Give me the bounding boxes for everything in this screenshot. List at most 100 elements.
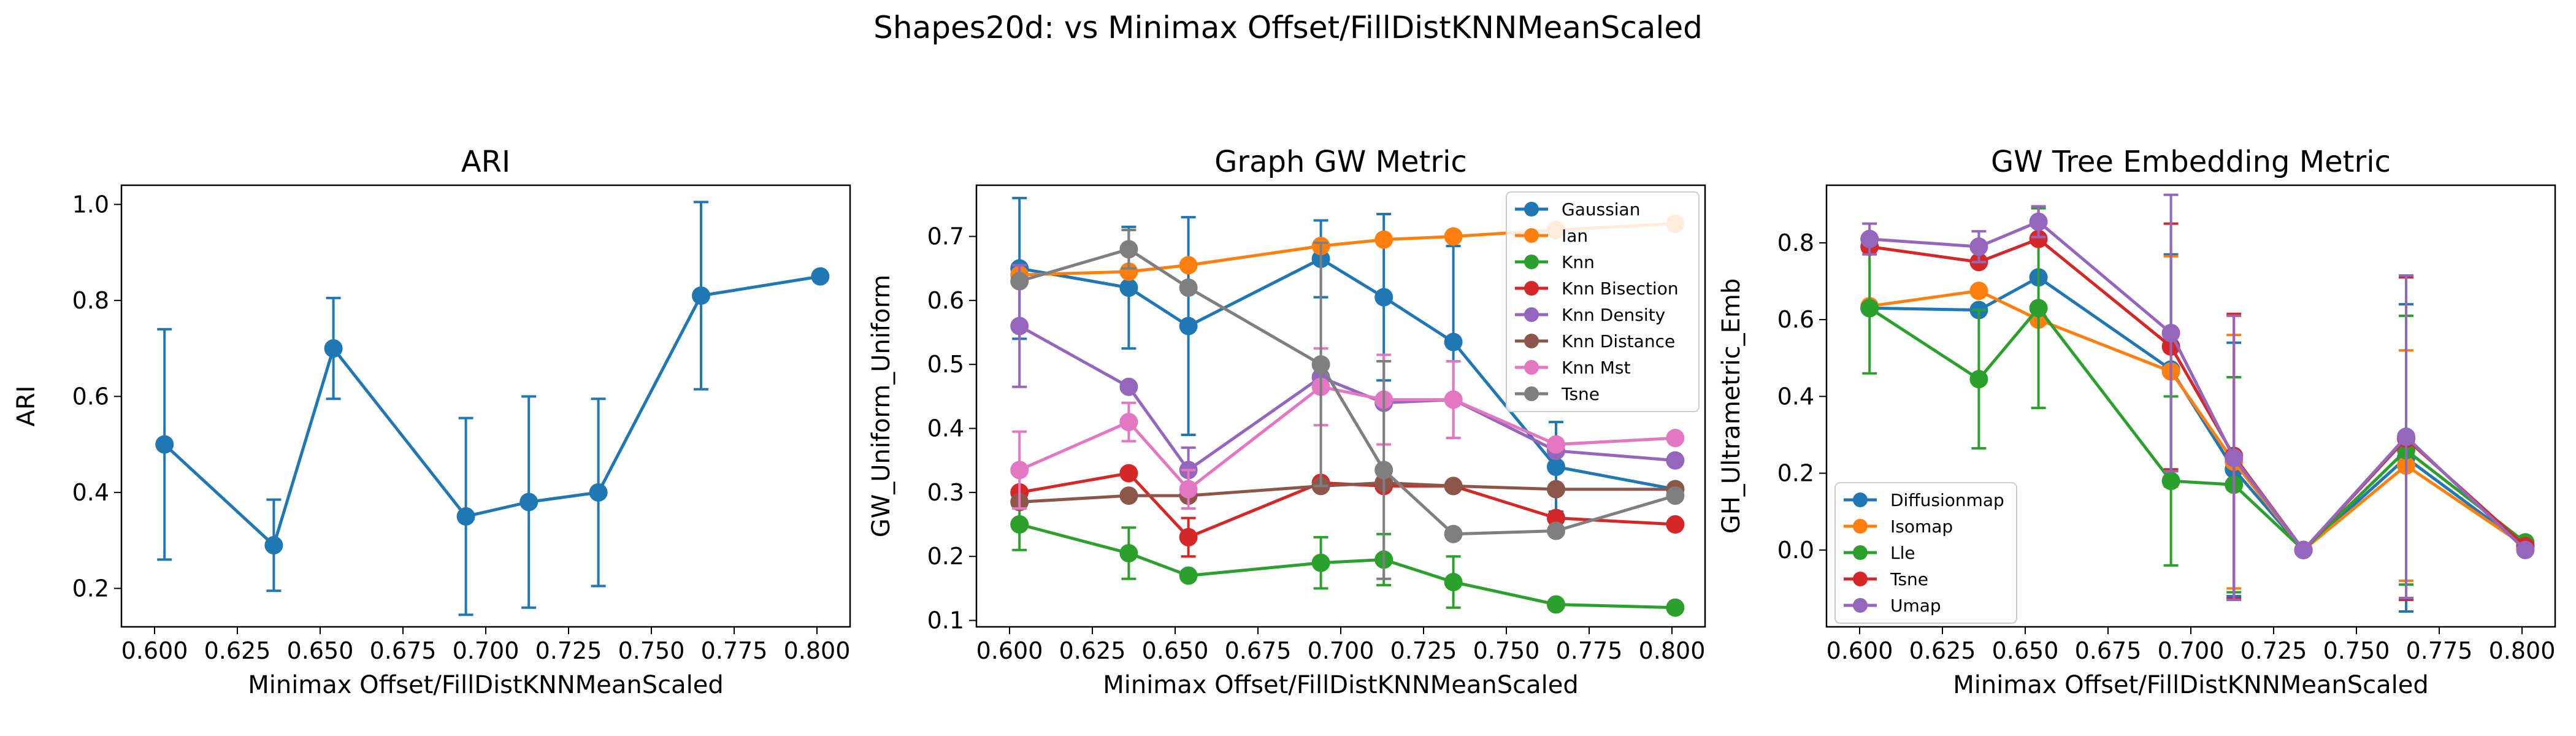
legend-label: Knn [1562, 252, 1595, 272]
x-tick-label: 0.625 [204, 637, 271, 664]
data-point [1119, 544, 1138, 562]
series-line [1018, 324, 1676, 472]
x-tick-label: 0.750 [1473, 637, 1540, 664]
x-axis-label: Minimax Offset/FillDistKNNMeanScaled [248, 671, 724, 699]
legend-label: Knn Mst [1562, 358, 1631, 378]
data-point [1444, 332, 1463, 351]
x-tick-label: 0.600 [976, 637, 1043, 664]
series-line [1019, 481, 1676, 504]
x-tick-label: 0.725 [2241, 637, 2307, 664]
y-tick-label: 1.0 [72, 191, 109, 218]
x-tick-label: 0.800 [1639, 637, 1706, 664]
data-point [264, 535, 283, 554]
data-point [1547, 521, 1565, 540]
series-0 [155, 201, 830, 616]
data-point [2029, 299, 2048, 318]
x-tick-label: 0.700 [1308, 637, 1374, 664]
y-tick-label: 0.4 [927, 415, 964, 442]
y-tick-label: 0.6 [1777, 306, 1814, 333]
data-point [2029, 212, 2048, 231]
series-line [1019, 247, 1676, 536]
legend-label: Knn Distance [1562, 331, 1675, 351]
data-point [1547, 595, 1565, 614]
series-line [1868, 306, 2526, 552]
legend-label: Tsne [1890, 569, 1928, 589]
data-point [589, 483, 608, 502]
legend-marker [1853, 598, 1868, 613]
x-tick-label: 0.625 [1909, 637, 1976, 664]
x-tick-label: 0.675 [1225, 637, 1292, 664]
data-point [1374, 288, 1393, 307]
data-point [2397, 427, 2415, 447]
data-point [1311, 553, 1330, 572]
data-point [1666, 598, 1685, 617]
data-point [1010, 515, 1029, 534]
data-point [456, 507, 475, 526]
x-axis-label: Minimax Offset/FillDistKNNMeanScaled [1953, 671, 2429, 699]
y-tick-label: 0.8 [1777, 229, 1814, 256]
y-axis-label: ARI [12, 386, 40, 427]
data-point [1444, 524, 1463, 543]
data-point [1374, 230, 1393, 249]
x-tick-label: 0.600 [121, 637, 188, 664]
x-tick-label: 0.725 [1390, 637, 1457, 664]
data-point [2161, 324, 2180, 343]
x-tick-label: 0.775 [1556, 637, 1623, 664]
x-tick-label: 0.800 [784, 637, 851, 664]
data-point [1666, 429, 1685, 448]
data-point [1010, 316, 1029, 335]
data-point [1119, 278, 1138, 297]
x-tick-label: 0.675 [370, 637, 437, 664]
data-point [1547, 508, 1565, 527]
data-point [1666, 451, 1685, 470]
data-point [1119, 413, 1138, 432]
data-point [811, 267, 830, 286]
y-tick-label: 0.2 [927, 543, 964, 570]
legend-label: Umap [1890, 596, 1941, 616]
data-point [1374, 461, 1393, 480]
series-line [1019, 523, 1676, 610]
legend-label: Gaussian [1562, 199, 1640, 220]
plot-frame [975, 184, 1706, 628]
data-point [1860, 299, 1879, 318]
data-point [1547, 458, 1565, 477]
series-umap [1860, 193, 2535, 602]
data-point [1547, 435, 1565, 454]
x-tick-label: 0.700 [2158, 637, 2225, 664]
data-point [1010, 272, 1029, 291]
panel-graph-gw-metric: 0.600 0.625 0.650 0.675 0.700 0.725 0.750 0.775… [867, 145, 1706, 699]
data-point [1444, 572, 1463, 591]
legend-marker [1524, 281, 1539, 296]
series-line [1869, 275, 2526, 552]
legend-marker [1524, 386, 1539, 401]
series-line [1019, 257, 1676, 491]
data-point [2516, 540, 2535, 559]
legend: Gaussian Ian Knn Knn Bisection Knn Density Kn… [1506, 191, 1700, 412]
data-point [1444, 477, 1463, 496]
legend-label: Ian [1562, 226, 1588, 246]
data-point [1444, 390, 1463, 409]
data-point [1666, 486, 1685, 505]
y-tick-label: 0.3 [927, 479, 964, 506]
data-point [1119, 262, 1138, 281]
y-tick-label: 0.0 [1777, 537, 1814, 564]
legend-label: Diffusionmap [1890, 490, 2004, 510]
legend-marker [1524, 334, 1539, 348]
data-point [1179, 566, 1198, 585]
data-point [1119, 486, 1138, 505]
legend-label: Lle [1890, 543, 1915, 563]
data-point [1010, 461, 1029, 480]
data-point [1119, 240, 1138, 259]
x-tick-label: 0.750 [618, 637, 685, 664]
figure-suptitle: Shapes20d: vs Minimax Offset/FillDistKNN… [873, 10, 1703, 45]
data-point [2294, 540, 2313, 559]
data-point [1969, 237, 1988, 256]
x-tick-label: 0.700 [453, 637, 519, 664]
y-tick-label: 0.6 [72, 383, 109, 410]
x-tick-label: 0.775 [701, 637, 768, 664]
legend-marker [1524, 202, 1539, 217]
y-tick-label: 0.6 [927, 287, 964, 314]
data-point [1119, 464, 1138, 483]
